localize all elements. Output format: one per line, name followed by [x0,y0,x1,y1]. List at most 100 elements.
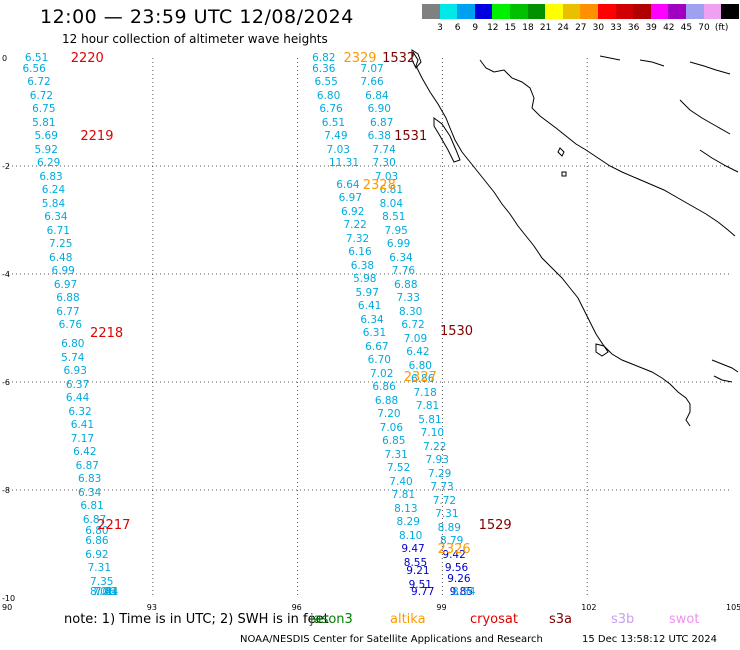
wave-height-point: 6.80 [61,338,85,351]
wave-height-point: 6.37 [65,378,90,391]
color-scale-label: 33 [610,23,622,33]
pass-number-label: 2327 [403,369,437,385]
wave-height-point: 6.32 [68,405,92,418]
wave-height-point: 6.84 [365,89,389,102]
wave-height-point: 7.73 [430,481,454,494]
wave-height-point: 7.20 [377,408,401,421]
wave-height-point: 7.25 [49,238,73,251]
color-scale-label: 39 [645,23,657,33]
wave-height-point: 7.03 [326,143,350,156]
color-scale-label: 36 [627,23,640,33]
pass-number-label: 2326 [437,542,471,558]
pass-number-label: 2217 [97,518,131,534]
wave-height-point: 5.84 [41,197,66,210]
wave-height-point: 8.30 [398,305,423,318]
wave-height-point: 6.86 [85,535,109,548]
color-swatch [562,4,581,19]
wave-height-point: 6.81 [80,500,104,513]
color-swatch [492,4,510,19]
wave-height-point: 7.35 [90,575,114,588]
wave-height-point: 5.81 [32,116,56,129]
color-scale-label: 27 [575,23,587,33]
pass-number-label: 1530 [439,323,474,339]
pass-number-label: 2328 [362,177,396,193]
color-swatch [686,4,704,19]
wave-height-point: 7.18 [413,386,437,399]
sumatra-coastline [412,51,691,427]
wave-height-point: 6.87 [82,513,107,526]
wave-height-point: 8.79 [439,535,464,548]
wave-height-point: 7.22 [423,440,447,453]
wave-height-point: 6.38 [350,259,375,272]
coastline [411,49,739,427]
wave-height-point: 7.72 [432,494,457,507]
wave-height-point: 6.80 [85,524,109,537]
generation-timestamp: 15 Dec 13:58:12 UTC 2024 [582,634,717,645]
wave-height-point: 6.81 [379,184,404,197]
wave-height-point: 7.31 [87,562,112,575]
wave-height-point: 6.83 [39,170,63,183]
color-scale-label: 12 [487,23,499,33]
wave-height-point: 6.99 [51,265,75,278]
wave-height-point: 7.81 [391,489,416,502]
wave-height-point: 6.92 [85,548,109,561]
color-swatch [580,4,598,19]
wave-height-point: 9.21 [406,565,430,577]
color-swatch [510,4,528,19]
wave-height-point: 6.24 [41,184,66,197]
wave-height-point: 5.92 [34,143,58,156]
small-island-1 [561,171,567,177]
pass-number-label: 1529 [478,518,512,534]
wave-height-point: 6.86 [411,373,435,386]
wave-height-point: 6.92 [341,205,365,218]
wave-height-point: 6.42 [406,346,430,359]
wave-height-point: 9.56 [444,562,469,575]
wave-height-point: 9.42 [442,548,466,561]
wave-height-point: 8.54 [452,586,476,598]
wave-height-point: 6.85 [382,435,406,448]
wave-height-point: 9.51 [408,578,432,591]
y-tick-label: 0 [2,54,8,63]
color-swatch [474,4,493,19]
satellite-legend-item: swot [669,612,700,627]
satellite-legend-item: jason3 [310,612,353,627]
wave-height-point: 6.88 [56,292,80,305]
satellite-legend-item: s3a [549,612,573,627]
wave-height-point: 7.17 [70,432,95,445]
wave-height-point: 9.47 [401,543,425,556]
wave-height-point: 7.30 [372,157,396,170]
wave-height-point: 7.81 [415,400,440,413]
nias-island [433,117,461,163]
wave-height-point: 6.80 [408,359,432,372]
y-tick-label: -2 [2,162,10,171]
wave-height-point: 9.85 [449,586,474,598]
y-tick-label: -8 [2,486,10,495]
color-swatch [598,4,616,19]
wave-height-point: 6.51 [24,52,49,64]
color-scale-label: 6 [454,23,461,33]
wave-height-point: 6.93 [63,365,87,378]
wave-height-point: 6.82 [312,52,336,64]
wave-height-point: 6.55 [314,76,338,89]
wave-height-point: 6.90 [367,103,391,116]
color-scale-label: 15 [504,23,517,33]
wave-height-point: 5.69 [34,130,58,143]
sumatra-east-coast [479,59,736,237]
satellite-legend-item: altika [390,612,426,627]
wave-height-point: 6.99 [386,238,411,251]
wave-height-point: 6.67 [365,340,389,353]
color-scale-label: 70 [698,23,710,33]
color-swatch [650,4,669,19]
wave-height-point: 6.34 [360,313,384,326]
wave-height-point: 6.76 [58,319,83,332]
wave-height-point: 8.13 [394,502,418,515]
color-swatch [422,4,440,19]
color-scale-label: 21 [539,23,552,33]
pass-number-label: 2219 [80,129,114,145]
wave-height-point: 8.55 [403,556,428,569]
wave-height-point: 7.74 [372,143,396,156]
wave-height-point: 7.07 [360,62,384,75]
wave-height-point: 7.33 [396,292,420,305]
wave-height-point: 6.70 [367,354,391,367]
